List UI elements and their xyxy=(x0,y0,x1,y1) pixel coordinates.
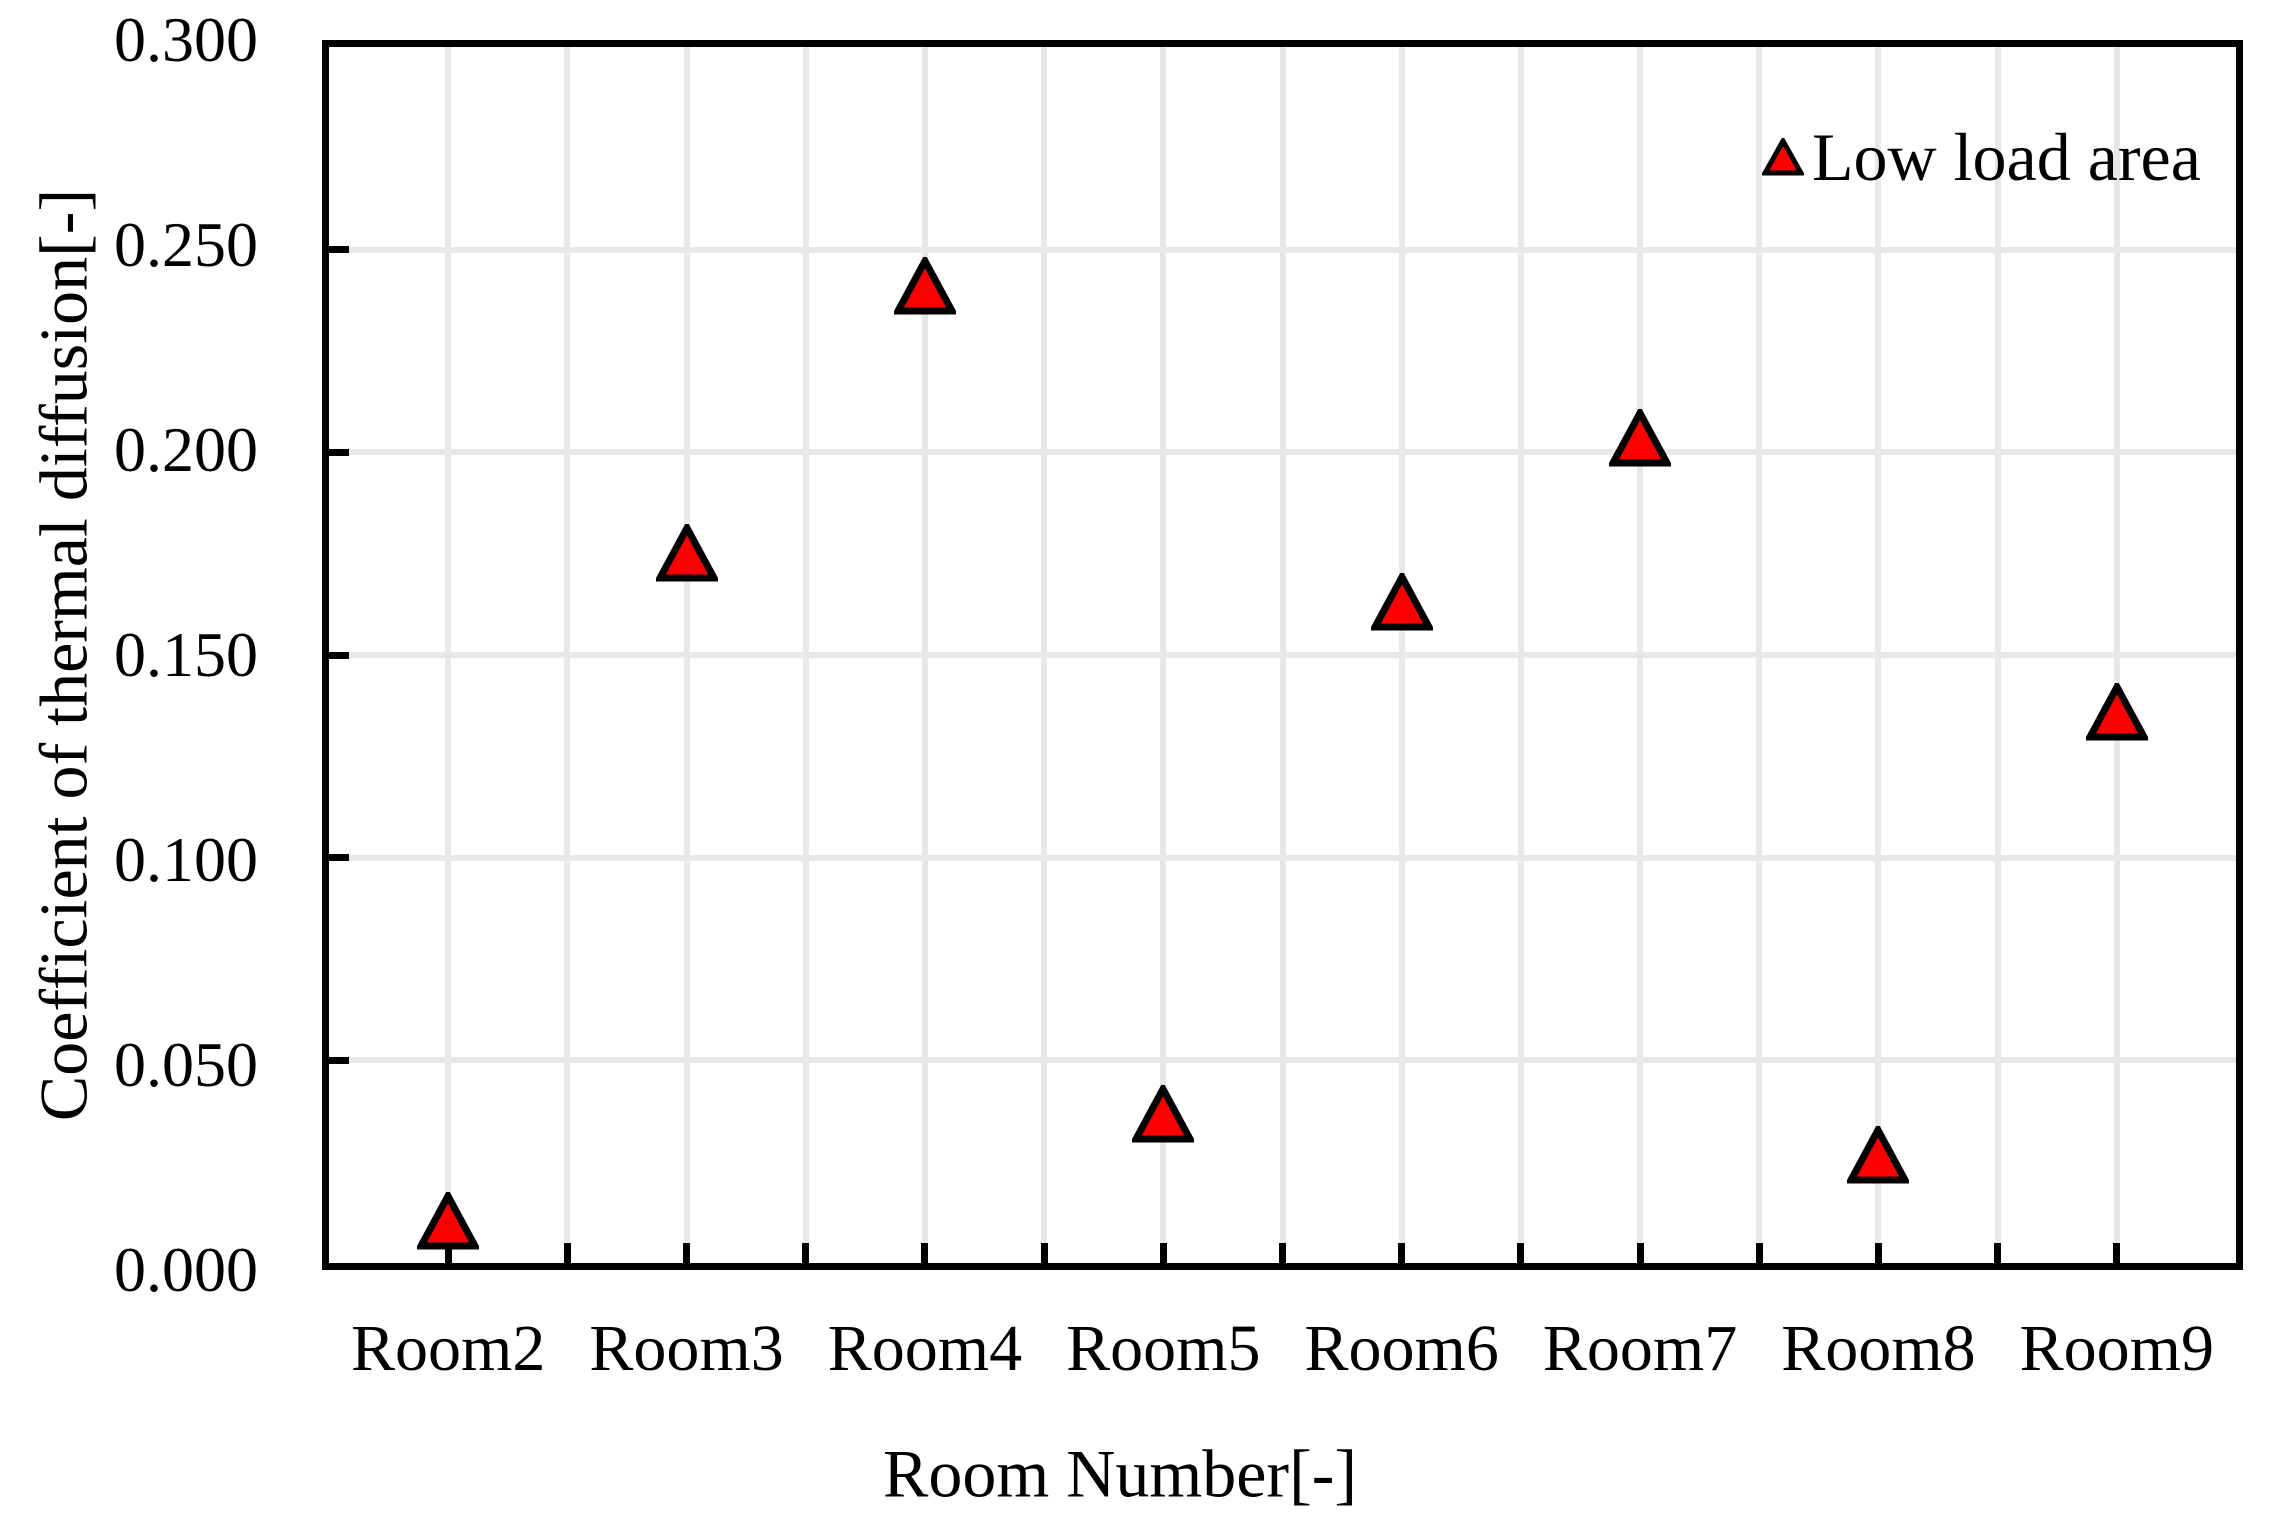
y-axis-tick-label: 0.100 xyxy=(114,824,258,895)
x-axis-tick xyxy=(1159,1243,1167,1263)
x-axis-tick xyxy=(683,1243,691,1263)
y-axis-tick xyxy=(329,651,349,659)
legend: Low load area xyxy=(1760,119,2201,195)
data-point-marker xyxy=(1368,569,1435,631)
x-axis-tick xyxy=(444,1243,452,1263)
x-category-label: Room2 xyxy=(351,1312,546,1385)
x-axis-tick xyxy=(1398,1243,1406,1263)
y-axis-tick-label: 0.150 xyxy=(114,619,258,690)
y-axis-tick xyxy=(329,1056,349,1064)
x-category-label: Room5 xyxy=(1066,1312,1261,1385)
x-category-label: Room4 xyxy=(827,1312,1023,1385)
x-category-label: Room7 xyxy=(1542,1312,1738,1385)
x-axis-tick xyxy=(1755,1243,1763,1263)
triangle-marker-icon xyxy=(1760,135,1806,176)
data-point-marker xyxy=(1845,1122,1912,1184)
x-category-label: Room6 xyxy=(1304,1312,1499,1385)
y-axis-tick xyxy=(329,854,349,862)
y-axis-tick xyxy=(329,448,349,456)
x-axis-tick xyxy=(1994,1243,2002,1263)
x-category-label: Room8 xyxy=(1781,1312,1976,1385)
horizontal-gridline xyxy=(329,449,2236,456)
horizontal-gridline xyxy=(329,1057,2236,1064)
y-axis-tick-label: 0.000 xyxy=(114,1234,258,1305)
y-axis-tick-label: 0.300 xyxy=(114,4,258,75)
x-axis-tick xyxy=(563,1243,571,1263)
x-axis-title: Room Number[-] xyxy=(882,1435,1358,1512)
data-point-marker xyxy=(1607,405,1673,467)
plot-area xyxy=(322,40,2243,1270)
horizontal-gridline xyxy=(329,652,2236,658)
legend-label: Low load area xyxy=(1812,119,2201,195)
x-category-label: Room9 xyxy=(2019,1312,2214,1385)
x-axis-tick xyxy=(1874,1243,1882,1263)
x-axis-tick xyxy=(1517,1243,1525,1263)
x-axis-tick xyxy=(1040,1243,1048,1263)
x-axis-tick xyxy=(802,1243,810,1263)
x-axis-tick xyxy=(1636,1243,1644,1263)
x-axis-tick xyxy=(921,1243,929,1263)
y-axis-tick xyxy=(329,246,349,254)
data-point-marker xyxy=(653,520,720,582)
y-axis-tick-label: 0.250 xyxy=(114,209,258,280)
data-point-marker xyxy=(1130,1081,1197,1143)
data-point-marker xyxy=(892,253,958,315)
x-axis-tick xyxy=(1279,1243,1286,1263)
y-axis-tick-label: 0.200 xyxy=(114,414,258,485)
data-point-marker xyxy=(2083,680,2150,741)
data-point-marker xyxy=(415,1188,482,1250)
y-axis-tick-label: 0.050 xyxy=(114,1029,258,1100)
horizontal-gridline xyxy=(329,246,2236,253)
x-axis-tick xyxy=(2113,1243,2121,1263)
horizontal-gridline xyxy=(329,854,2236,861)
x-category-label: Room3 xyxy=(589,1312,784,1385)
